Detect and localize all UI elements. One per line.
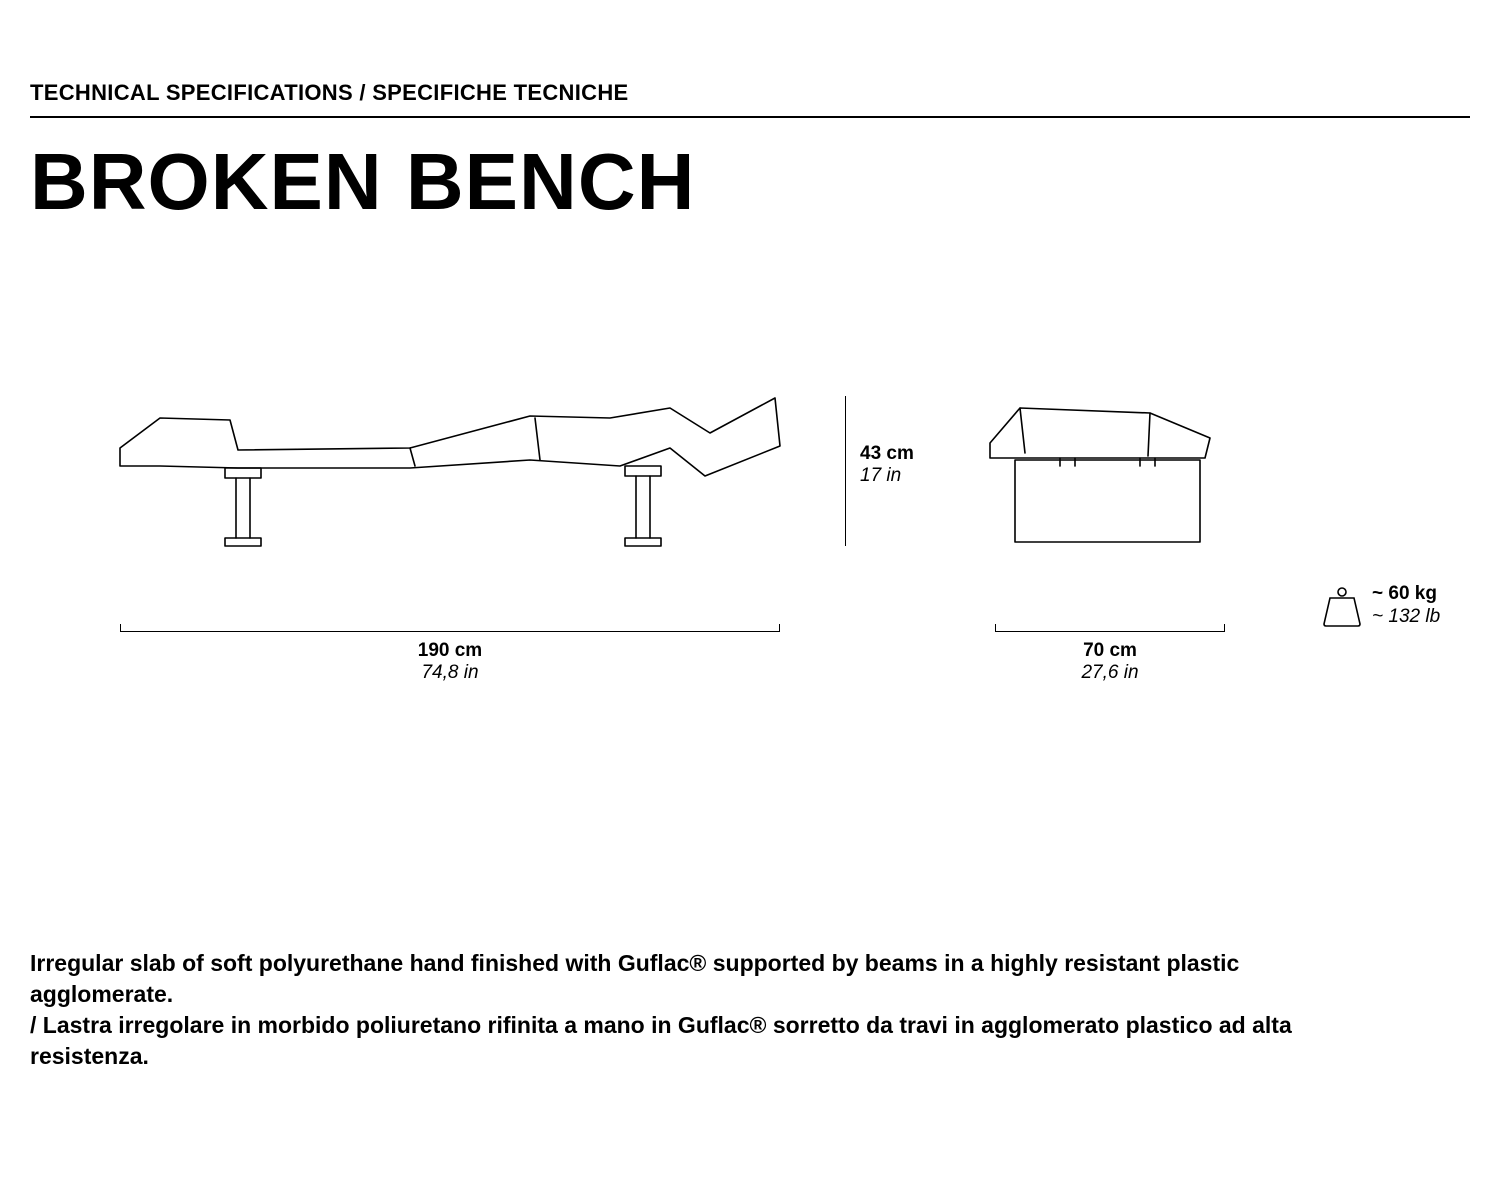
description: Irregular slab of soft polyurethane hand… (30, 948, 1350, 1072)
description-it: / Lastra irregolare in morbido poliureta… (30, 1010, 1350, 1072)
height-imperial: 17 in (860, 465, 914, 487)
height-indicator-line (845, 396, 846, 546)
header-label: TECHNICAL SPECIFICATIONS / SPECIFICHE TE… (30, 80, 1470, 116)
divider-rule (30, 116, 1470, 118)
height-label: 43 cm 17 in (860, 443, 914, 487)
depth-metric: 70 cm (995, 640, 1225, 662)
height-metric: 43 cm (860, 443, 914, 465)
width-metric: 190 cm (120, 640, 780, 662)
width-label: 190 cm 74,8 in (120, 640, 780, 684)
weight-metric: ~ 60 kg (1372, 583, 1440, 606)
side-elevation (980, 388, 1240, 568)
diagram-area: 43 cm 17 in 190 cm 74,8 in 70 cm 27,6 in (30, 388, 1470, 788)
depth-imperial: 27,6 in (995, 662, 1225, 684)
width-imperial: 74,8 in (120, 662, 780, 684)
depth-bracket (995, 624, 1225, 632)
description-en: Irregular slab of soft polyurethane hand… (30, 948, 1350, 1010)
width-bracket (120, 624, 780, 632)
weight-icon (1320, 584, 1364, 628)
product-title: BROKEN BENCH (30, 136, 1470, 228)
depth-label: 70 cm 27,6 in (995, 640, 1225, 684)
weight-imperial: ~ 132 lb (1372, 606, 1440, 629)
weight-block: ~ 60 kg ~ 132 lb (1320, 583, 1440, 629)
front-elevation (110, 388, 790, 568)
